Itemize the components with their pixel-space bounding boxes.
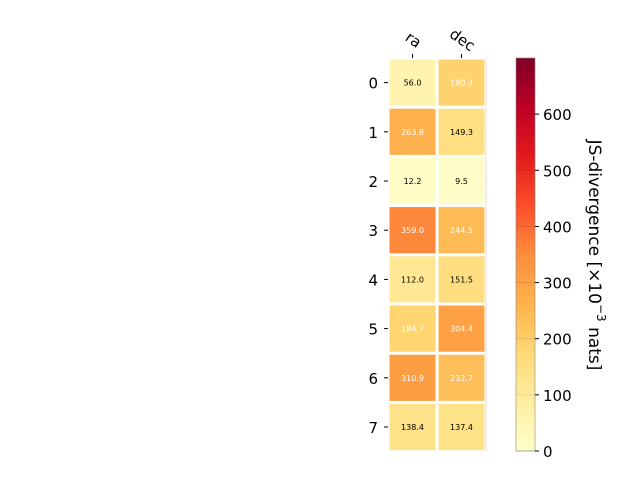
row-tick-labels: 0 1 2 3 4 5 6 7 bbox=[368, 75, 388, 437]
heatmap-cell bbox=[389, 305, 436, 352]
colorbar-tick-label: 100 bbox=[543, 387, 572, 405]
row-label: 6 bbox=[368, 370, 378, 388]
cell-value-label: 232.7 bbox=[450, 374, 473, 383]
heatmap-cell bbox=[438, 305, 485, 352]
heatmap-cell bbox=[438, 256, 485, 303]
colorbar-label-exponent: −3 bbox=[595, 304, 609, 322]
cell-value-label: 138.4 bbox=[401, 423, 424, 432]
row-label: 0 bbox=[368, 75, 378, 93]
cell-value-label: 149.3 bbox=[450, 128, 473, 137]
colorbar-label-tail: nats] bbox=[584, 322, 604, 371]
colorbar-tick-label: 0 bbox=[543, 443, 553, 461]
colorbar-label-base: JS-divergence [×10 bbox=[584, 139, 604, 304]
cell-value-label: 184.7 bbox=[401, 325, 424, 334]
heatmap-cell bbox=[389, 157, 436, 205]
cell-value-label: 310.9 bbox=[401, 374, 424, 383]
heatmap-cell bbox=[389, 403, 436, 451]
heatmap-cell-labels: 56.0 190.3 263.8 149.3 12.2 9.5 359.0 244.5 112.… bbox=[401, 79, 473, 432]
row-label: 7 bbox=[368, 419, 378, 437]
colorbar-tick-label: 200 bbox=[543, 331, 572, 349]
heatmap-cell bbox=[438, 403, 485, 451]
cell-value-label: 190.3 bbox=[450, 79, 473, 88]
heatmap-cell bbox=[389, 59, 436, 106]
column-tick-labels: ra dec bbox=[402, 25, 479, 58]
row-label: 5 bbox=[368, 321, 378, 339]
colorbar-tick-label: 500 bbox=[543, 162, 572, 180]
cell-value-label: 359.0 bbox=[401, 226, 424, 235]
cell-value-label: 9.5 bbox=[455, 177, 468, 186]
heatmap-cell bbox=[389, 207, 436, 254]
column-label: ra bbox=[402, 28, 425, 52]
row-label: 1 bbox=[368, 124, 378, 142]
colorbar-tick-label: 400 bbox=[543, 218, 572, 236]
cell-value-label: 263.8 bbox=[401, 128, 424, 137]
column-label: dec bbox=[446, 25, 478, 55]
heatmap-cell bbox=[438, 108, 485, 155]
heatmap-cells bbox=[389, 58, 487, 452]
colorbar-tick-label: 300 bbox=[543, 275, 572, 293]
cell-value-label: 56.0 bbox=[404, 79, 422, 88]
heatmap-cell bbox=[438, 157, 485, 205]
heatmap-cell bbox=[438, 354, 485, 401]
cell-value-label: 137.4 bbox=[450, 423, 473, 432]
colorbar-label: JS-divergence [×10−3 nats] bbox=[584, 139, 609, 371]
heatmap-cell bbox=[389, 354, 436, 401]
cell-value-label: 304.4 bbox=[450, 325, 473, 334]
heatmap-cell bbox=[389, 108, 436, 155]
cell-value-label: 112.0 bbox=[401, 275, 424, 284]
cell-value-label: 244.5 bbox=[450, 226, 473, 235]
cell-value-label: 12.2 bbox=[404, 177, 422, 186]
heatmap-cell bbox=[438, 59, 485, 106]
row-label: 3 bbox=[368, 222, 378, 240]
row-label: 4 bbox=[368, 271, 378, 289]
colorbar-ticks: 0 100 200 300 400 500 600 bbox=[516, 106, 572, 461]
row-label: 2 bbox=[368, 173, 378, 191]
colorbar-tick-label: 600 bbox=[543, 106, 572, 124]
heatmap-cell bbox=[438, 207, 485, 254]
colorbar bbox=[515, 57, 536, 452]
cell-value-label: 151.5 bbox=[450, 275, 473, 284]
heatmap-cell bbox=[389, 256, 436, 303]
